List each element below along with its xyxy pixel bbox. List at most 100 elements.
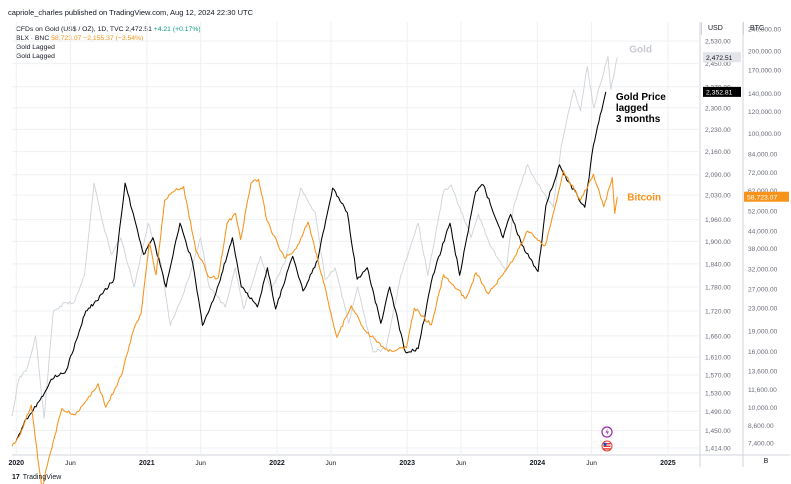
usd-tick-label: 1,570.00 xyxy=(705,372,731,379)
btc-tick-label: 38,000.00 xyxy=(748,246,778,253)
usd-tick-label: 1,960.00 xyxy=(705,217,731,224)
legend-gold-price: 2,472.51 xyxy=(125,26,152,33)
btc-tick-label: 8,600.00 xyxy=(748,423,774,430)
btc-tick-label: 52,000.00 xyxy=(748,209,778,216)
legend-row-gold-lagged-1[interactable]: Gold Lagged xyxy=(16,44,55,51)
tradingview-logo: 17 xyxy=(12,474,20,481)
usd-tick-label: 1,530.00 xyxy=(705,390,731,397)
legend-btc-change: −2,155.37 (−3.54%) xyxy=(83,35,144,42)
time-tick-label: 2022 xyxy=(269,460,285,467)
legend-btc-symbol: BLX · BNC xyxy=(16,35,50,42)
annotation-text: Bitcoin xyxy=(627,193,661,204)
legend-row-gold[interactable]: CFDs on Gold (US$ / OZ), 1D, TVC 2,472.5… xyxy=(16,25,201,34)
price-tag-label: 2,472.51 xyxy=(706,55,733,62)
time-tick-label: Jun xyxy=(195,460,206,467)
time-tick-label: Jun xyxy=(326,460,337,467)
btc-tick-label: 62,000.00 xyxy=(748,188,778,195)
time-tick-label: 2021 xyxy=(139,460,155,467)
tradingview-brand: TradingView xyxy=(22,474,62,481)
legend: CFDs on Gold (US$ / OZ), 1D, TVC 2,472.5… xyxy=(16,25,201,61)
price-tag-btc: 58,723.07 xyxy=(744,191,789,202)
annotation-bitcoin: Bitcoin xyxy=(627,193,661,204)
series-line-gold_lagged[interactable] xyxy=(15,91,607,441)
usd-tick-label: 1,490.00 xyxy=(705,409,731,416)
time-tick-label: 2024 xyxy=(530,460,546,467)
annotation-text: Gold xyxy=(629,44,652,55)
legend-row-gold-lagged-2[interactable]: Gold Lagged xyxy=(16,53,55,60)
btc-price-axis[interactable]: 7,400.00 8,600.00 10,000.00 11,600.00 13,600… xyxy=(748,27,781,448)
usd-tick-label: 1,900.00 xyxy=(705,239,731,246)
usd-axis-label[interactable]: USD xyxy=(701,22,744,35)
annotation-gold: Gold xyxy=(629,44,652,55)
price-tag-label: 58,723.07 xyxy=(747,194,777,201)
annotation-text-line: Gold Price xyxy=(616,92,666,103)
series-line-bitcoin[interactable] xyxy=(11,170,618,484)
time-tick-label: 2025 xyxy=(660,460,676,467)
usd-tick-label: 1,414.00 xyxy=(705,446,731,453)
btc-tick-label: 11,600.00 xyxy=(748,387,777,394)
btc-tick-label: 10,000.00 xyxy=(748,405,778,412)
legend-gold-change: +4.21 (+0.17%) xyxy=(153,26,201,33)
btc-tick-label: 19,000.00 xyxy=(748,328,778,335)
usd-tick-label: 2,300.00 xyxy=(705,105,731,112)
btc-tick-label: 7,400.00 xyxy=(748,441,774,448)
btc-tick-label: 16,000.00 xyxy=(748,349,778,356)
footer-badge[interactable]: B xyxy=(764,458,769,465)
btc-tick-label: 200,000.00 xyxy=(748,48,781,55)
lightning-icon[interactable] xyxy=(601,426,613,438)
btc-tick-label: 44,000.00 xyxy=(748,229,778,236)
price-tag-usd: 2,352.81 xyxy=(703,86,741,97)
legend-gold-symbol: CFDs on Gold (US$ / OZ), 1D, TVC xyxy=(16,26,124,33)
price-tag-usd: 2,472.51 xyxy=(703,52,741,63)
usd-tick-label: 1,840.00 xyxy=(705,261,731,268)
btc-tick-label: 84,000.00 xyxy=(748,152,778,159)
btc-tick-label: 140,000.00 xyxy=(748,91,781,98)
series-line-gold[interactable] xyxy=(11,56,618,419)
usd-tick-label: 2,030.00 xyxy=(705,193,731,200)
usd-tick-label: 2,450.00 xyxy=(705,61,731,68)
btc-tick-label: 170,000.00 xyxy=(748,68,781,75)
time-tick-label: Jun xyxy=(456,460,467,467)
usd-price-axis[interactable]: 1,414.00 1,450.00 1,490.00 1,530.00 1,570.00… xyxy=(705,39,731,453)
usd-tick-label: 1,720.00 xyxy=(705,309,731,316)
grid xyxy=(12,22,790,467)
price-tag-bg xyxy=(703,52,741,63)
price-tag-bg xyxy=(703,86,741,97)
publisher-line: capriole_charles published on TradingVie… xyxy=(8,8,254,17)
btc-tick-label: 27,000.00 xyxy=(748,287,778,294)
annotation-text-line: 3 months xyxy=(616,114,661,125)
btc-tick-label: 72,000.00 xyxy=(748,170,778,177)
time-tick-label: 2023 xyxy=(399,460,415,467)
time-tick-label: Jun xyxy=(65,460,76,467)
btc-tick-label: 100,000.00 xyxy=(748,131,781,138)
usd-tick-label: 2,230.00 xyxy=(705,127,731,134)
legend-row-btc[interactable]: BLX · BNC 58,723.07 −2,155.37 (−3.54%) xyxy=(16,34,201,43)
price-tags: 2,472.51 2,352.81 58,723.07 xyxy=(703,52,789,202)
usd-tick-label: 1,780.00 xyxy=(705,285,731,292)
usd-tick-label: 1,450.00 xyxy=(705,428,731,435)
tradingview-footer[interactable]: 17 TradingView xyxy=(12,474,61,481)
time-tick-label: Jun xyxy=(586,460,597,467)
event-icons[interactable] xyxy=(601,426,613,452)
series-layer xyxy=(11,56,618,484)
legend-btc-price: 58,723.07 xyxy=(51,35,82,42)
price-tag-bg xyxy=(744,191,789,202)
btc-tick-label: 240,000.00 xyxy=(748,27,781,34)
usd-tick-label: 2,160.00 xyxy=(705,149,731,156)
price-tag-label: 2,352.81 xyxy=(706,89,733,96)
time-tick-label: 2020 xyxy=(8,460,24,467)
btc-tick-label: 23,000.00 xyxy=(748,306,778,313)
usd-tick-label: 1,610.00 xyxy=(705,355,731,362)
us-flag-icon[interactable] xyxy=(601,440,613,452)
usd-tick-label: 2,090.00 xyxy=(705,172,731,179)
usd-tick-label: 2,530.00 xyxy=(705,39,731,46)
btc-tick-label: 13,600.00 xyxy=(748,368,778,375)
time-axis[interactable]: 2020 Jun 2021 Jun 2022 Jun 2023 Jun 2024 Jun 2025 xyxy=(8,460,675,467)
btc-tick-label: 120,000.00 xyxy=(748,109,781,116)
annotation-text-line: lagged xyxy=(616,103,648,114)
btc-tick-label: 32,000.00 xyxy=(748,266,778,273)
usd-tick-label: 1,660.00 xyxy=(705,333,731,340)
